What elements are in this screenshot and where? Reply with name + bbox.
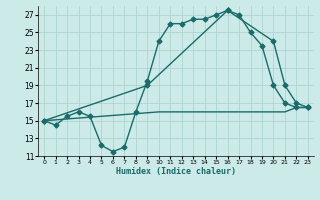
X-axis label: Humidex (Indice chaleur): Humidex (Indice chaleur) (116, 167, 236, 176)
